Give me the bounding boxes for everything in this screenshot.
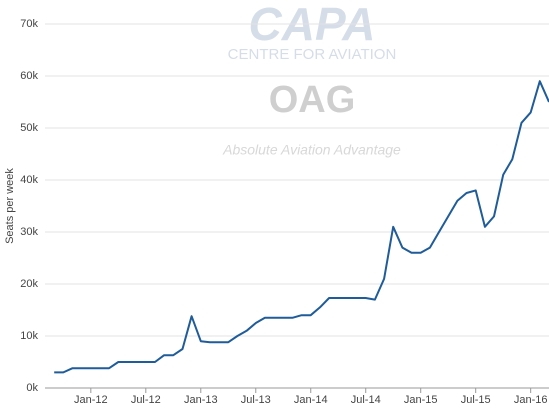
x-tick-label: Jan-15 [404, 394, 438, 406]
y-tick-label: 10k [20, 330, 38, 342]
y-tick-label: 70k [20, 18, 38, 30]
y-tick-label: 50k [20, 122, 38, 134]
x-tick-label: Jan-14 [294, 394, 328, 406]
y-tick-label: 40k [20, 174, 38, 186]
x-tick-label: Jul-12 [131, 394, 161, 406]
y-tick-label: 0k [26, 382, 38, 394]
watermark: CENTRE FOR AVIATION [228, 46, 397, 63]
x-tick-label: Jul-14 [351, 394, 381, 406]
x-tick-label: Jan-12 [74, 394, 108, 406]
y-tick-label: 60k [20, 70, 38, 82]
watermark: CAPA [249, 0, 376, 50]
x-tick-label: Jan-13 [184, 394, 218, 406]
x-tick-label: Jan-16 [514, 394, 548, 406]
watermark: Absolute Aviation Advantage [222, 142, 401, 158]
y-tick-label: 20k [20, 278, 38, 290]
watermark: OAG [269, 79, 356, 121]
y-axis-label: Seats per week [4, 168, 16, 244]
y-tick-label: 30k [20, 226, 38, 238]
x-tick-label: Jul-15 [461, 394, 491, 406]
data-line [54, 80, 549, 374]
x-tick-label: Jul-13 [241, 394, 271, 406]
